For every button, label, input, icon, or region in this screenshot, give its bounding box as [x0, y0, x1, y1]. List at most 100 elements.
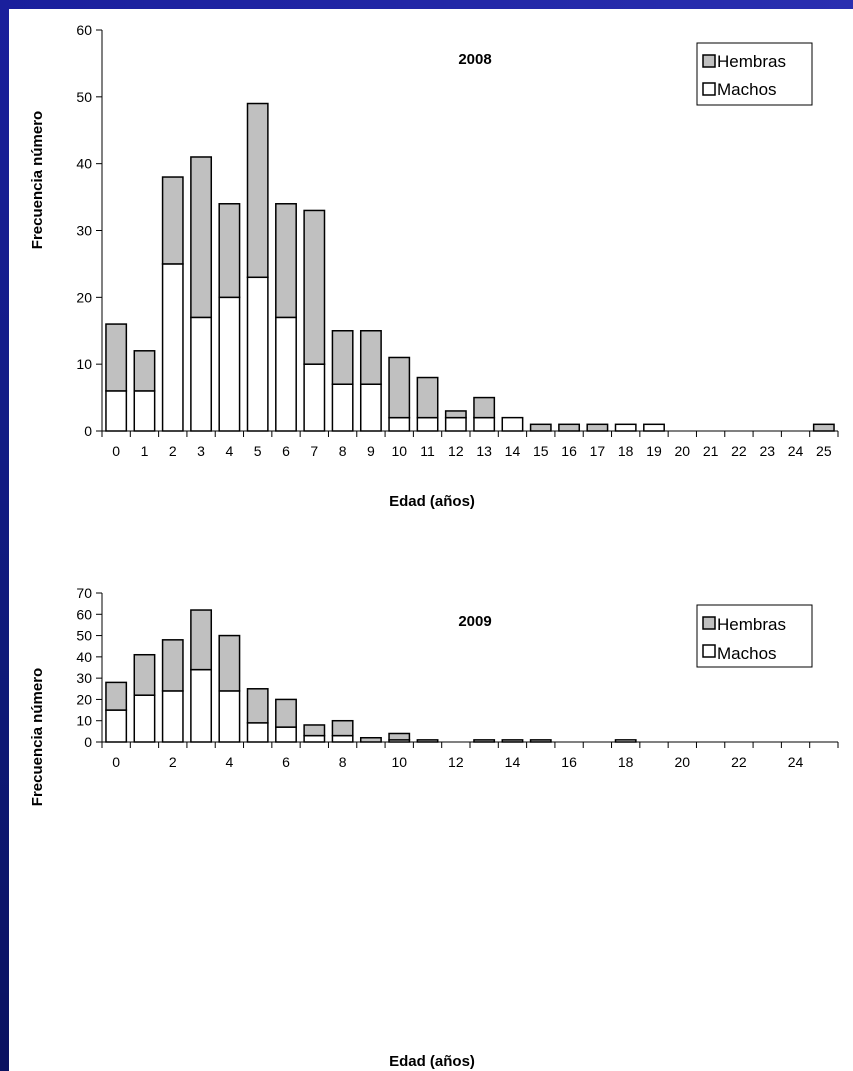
bar-hembras — [473, 739, 496, 743]
bar-hembras — [331, 719, 354, 737]
chart-2008: 2008 Frecuencia número Edad (años) Hembr… — [29, 22, 839, 510]
x-tick-label: 8 — [339, 754, 347, 770]
x-axis-title: Edad (años) — [389, 1053, 475, 1070]
bar-hembras — [190, 156, 213, 319]
bar-hembras — [529, 739, 552, 743]
x-tick-label: 10 — [391, 754, 407, 770]
bar-hembras — [218, 634, 241, 692]
y-axis-title: Frecuencia número — [29, 668, 46, 806]
x-tick-label: 4 — [225, 754, 233, 770]
bar-hembras — [416, 376, 439, 419]
y-tick-label: 10 — [76, 713, 92, 729]
bar-machos — [275, 726, 297, 743]
bar-hembras — [303, 724, 326, 737]
legend-label-hembras: Hembras — [717, 52, 786, 71]
bar-machos — [444, 416, 467, 432]
bar-machos — [416, 416, 439, 432]
legend-box — [696, 604, 813, 668]
x-tick-label: 24 — [788, 443, 804, 459]
bar-machos — [133, 390, 156, 432]
y-tick-label: 30 — [76, 223, 92, 239]
x-tick-label: 3 — [197, 443, 205, 459]
bar-hembras — [416, 739, 439, 743]
legend: Hembras Machos — [696, 42, 813, 106]
bar-hembras — [444, 410, 467, 419]
x-tick-label: 19 — [646, 443, 662, 459]
bar-hembras — [105, 323, 128, 392]
y-axis-title: Frecuencia número — [29, 111, 46, 249]
y-tick-label: 70 — [76, 585, 92, 601]
bar-machos — [218, 296, 241, 432]
bar-hembras — [161, 639, 184, 692]
y-tick-label: 0 — [84, 423, 92, 439]
bar-hembras — [105, 681, 128, 711]
legend-label-machos: Machos — [717, 80, 777, 99]
bar-machos — [105, 709, 128, 743]
bar-machos — [105, 390, 128, 432]
y-tick-label: 0 — [84, 734, 92, 750]
x-axis-title: Edad (años) — [389, 493, 475, 510]
bar-machos — [614, 739, 637, 743]
x-tick-label: 22 — [731, 754, 747, 770]
legend-label-hembras: Hembras — [717, 615, 786, 634]
y-tick-label: 60 — [76, 606, 92, 622]
bar-machos — [190, 316, 213, 432]
x-tick-label: 21 — [703, 443, 719, 459]
bar-hembras — [275, 203, 297, 319]
bar-machos — [614, 423, 637, 432]
x-tick-label: 14 — [505, 443, 521, 459]
bar-hembras — [275, 698, 297, 728]
bar-hembras — [359, 736, 382, 743]
bar-machos — [331, 383, 354, 432]
x-tick-label: 6 — [282, 443, 290, 459]
y-tick-label: 20 — [76, 289, 92, 305]
x-tick-label: 24 — [788, 754, 804, 770]
y-tick-label: 10 — [76, 356, 92, 372]
bar-hembras — [473, 396, 496, 419]
chart-2009: 2009 Frecuencia número Edad (años) Hembr… — [29, 585, 839, 1070]
bar-hembras — [359, 330, 382, 385]
x-tick-label: 12 — [448, 754, 464, 770]
x-tick-label: 13 — [476, 443, 492, 459]
x-tick-label: 10 — [391, 443, 407, 459]
bar-hembras — [246, 688, 269, 724]
bar-machos — [133, 694, 156, 743]
x-tick-label: 6 — [282, 754, 290, 770]
legend-swatch-machos — [702, 82, 716, 96]
x-tick-label: 2 — [169, 754, 177, 770]
bar-machos — [473, 416, 496, 432]
y-tick-label: 40 — [76, 156, 92, 172]
bar-hembras — [133, 653, 156, 696]
legend-box — [696, 42, 813, 106]
bar-hembras — [190, 609, 213, 671]
bar-machos — [161, 690, 184, 743]
x-tick-label: 1 — [141, 443, 149, 459]
x-tick-label: 4 — [225, 443, 233, 459]
y-tick-label: 50 — [76, 628, 92, 644]
x-tick-label: 12 — [448, 443, 464, 459]
x-tick-label: 7 — [310, 443, 318, 459]
bar-hembras — [303, 209, 326, 365]
bar-hembras — [586, 423, 609, 432]
legend-swatch-hembras — [702, 616, 716, 630]
slide-frame-top — [0, 0, 853, 9]
bar-machos — [275, 316, 297, 432]
bar-hembras — [218, 203, 241, 299]
bar-machos — [331, 734, 354, 743]
x-tick-label: 23 — [759, 443, 775, 459]
x-tick-label: 0 — [112, 754, 120, 770]
bar-hembras — [388, 356, 411, 419]
legend: Hembras Machos — [696, 604, 813, 668]
bar-hembras — [388, 732, 411, 741]
slide-frame-left — [0, 0, 9, 1071]
bar-machos — [501, 416, 524, 432]
bar-hembras — [246, 102, 269, 279]
x-tick-label: 16 — [561, 754, 577, 770]
x-tick-label: 15 — [533, 443, 549, 459]
bar-hembras — [501, 739, 524, 743]
x-tick-label: 18 — [618, 754, 634, 770]
bar-machos — [246, 722, 269, 743]
y-tick-label: 50 — [76, 89, 92, 105]
x-tick-label: 17 — [590, 443, 606, 459]
